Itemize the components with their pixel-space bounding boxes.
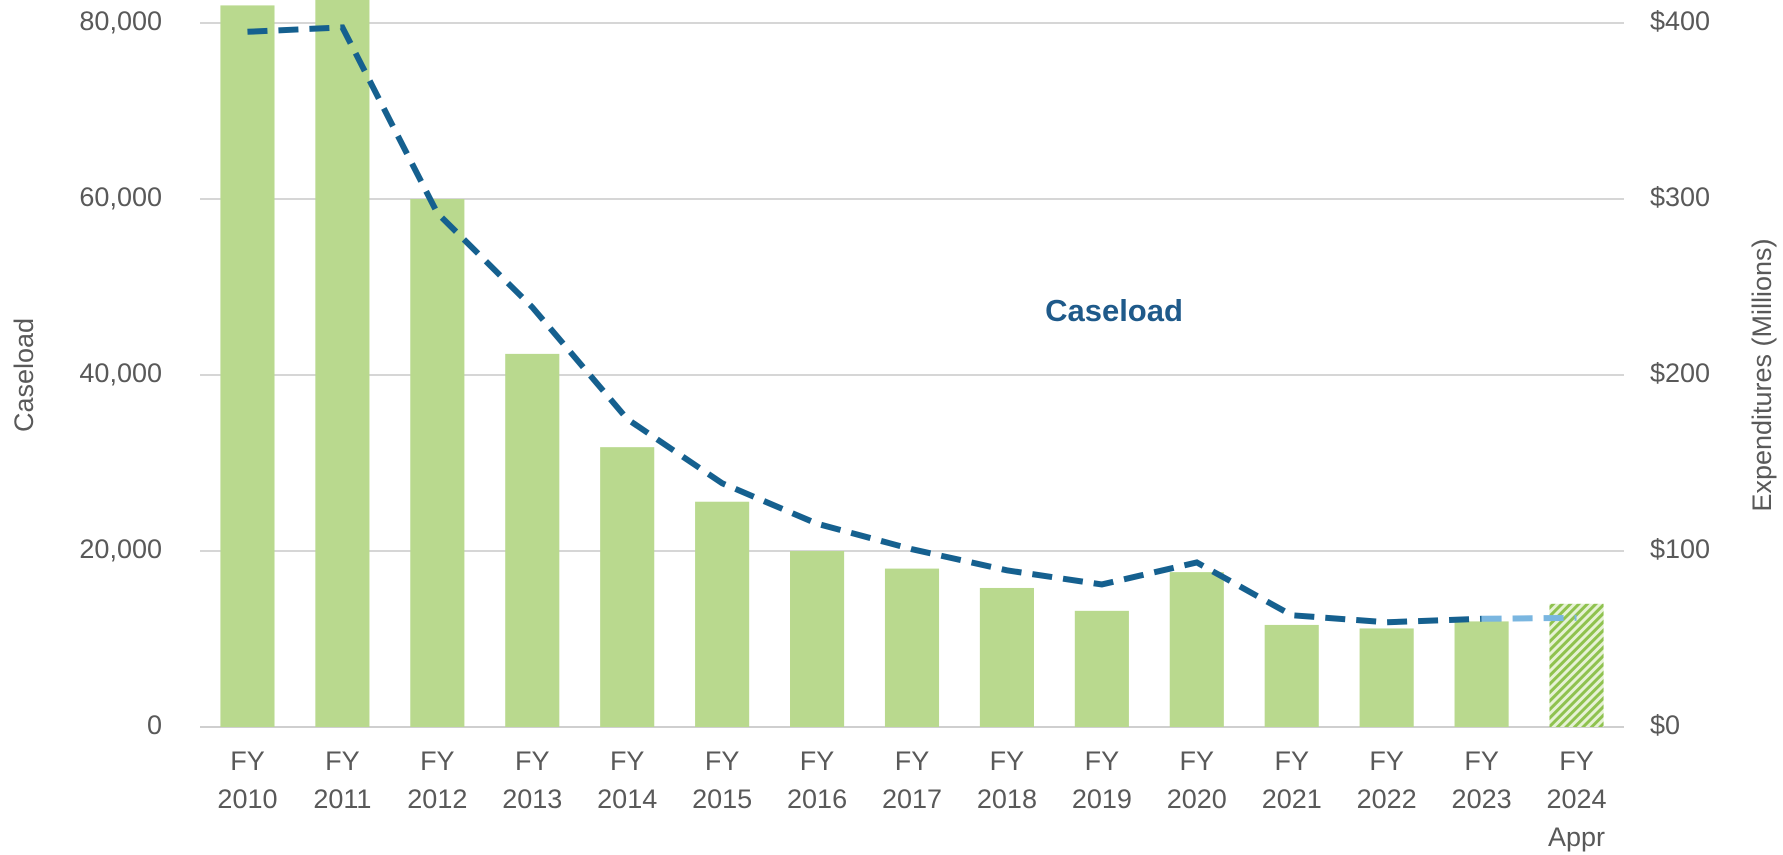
bar bbox=[1549, 603, 1604, 727]
x-tick-line: FY bbox=[800, 746, 835, 776]
x-tick-line: FY bbox=[610, 746, 645, 776]
x-tick-line: 2023 bbox=[1452, 784, 1512, 814]
x-tick-line: 2019 bbox=[1072, 784, 1132, 814]
x-tick-line: 2018 bbox=[977, 784, 1037, 814]
x-tick-line: 2014 bbox=[597, 784, 657, 814]
x-tick-label: FY 2016 bbox=[787, 746, 847, 814]
x-tick-line: 2011 bbox=[313, 784, 371, 814]
x-tick-line: 2013 bbox=[502, 784, 562, 814]
bar bbox=[1264, 624, 1319, 727]
x-tick-line: FY bbox=[1464, 746, 1499, 776]
x-tick-line: FY bbox=[515, 746, 550, 776]
bar bbox=[410, 199, 465, 727]
bar bbox=[600, 447, 655, 727]
x-tick-label: FY 2011 bbox=[313, 746, 371, 814]
x-tick-line: Appr bbox=[1548, 822, 1605, 852]
x-tick-line: 2021 bbox=[1262, 784, 1322, 814]
x-tick-label: FY 2010 bbox=[217, 746, 277, 814]
x-tick-label: FY 2019 bbox=[1072, 746, 1132, 814]
bar bbox=[315, 0, 370, 728]
x-tick-line: 2020 bbox=[1167, 784, 1227, 814]
x-tick-line: FY bbox=[1085, 746, 1120, 776]
x-tick-line: 2010 bbox=[217, 784, 277, 814]
x-tick-label: FY 2014 bbox=[597, 746, 657, 814]
bar bbox=[1454, 621, 1509, 727]
x-tick-line: 2016 bbox=[787, 784, 847, 814]
y2-axis-title: Expenditures (Millions) bbox=[1747, 238, 1777, 511]
x-tick-line: FY bbox=[990, 746, 1025, 776]
line bbox=[1481, 614, 1577, 622]
x-tick-line: FY bbox=[1559, 746, 1594, 776]
x-tick-line: FY bbox=[420, 746, 455, 776]
line bbox=[247, 24, 1482, 626]
x-tick-line: FY bbox=[230, 746, 265, 776]
x-tick-line: FY bbox=[1274, 746, 1309, 776]
y-tick-label: 60,000 bbox=[79, 182, 162, 212]
bar bbox=[695, 501, 750, 727]
x-tick-line: 2022 bbox=[1357, 784, 1417, 814]
x-tick-label: FY 2022 bbox=[1357, 746, 1417, 814]
x-tick-label: FY 2023 bbox=[1452, 746, 1512, 814]
x-tick-line: FY bbox=[1369, 746, 1404, 776]
x-tick-line: 2024 bbox=[1546, 784, 1606, 814]
y-axis-title: Caseload bbox=[9, 318, 39, 432]
y-tick-label: 20,000 bbox=[79, 534, 162, 564]
x-tick-label: FY 2015 bbox=[692, 746, 752, 814]
y2-tick-label: $400 bbox=[1650, 6, 1710, 36]
x-tick-label: FY 2012 bbox=[407, 746, 467, 814]
x-tick-line: 2012 bbox=[407, 784, 467, 814]
x-tick-label: FY 2020 bbox=[1167, 746, 1227, 814]
bar bbox=[1074, 610, 1129, 727]
y2-tick-label: $200 bbox=[1650, 358, 1710, 388]
x-tick-line: FY bbox=[895, 746, 930, 776]
x-tick-label: FY 2013 bbox=[502, 746, 562, 814]
bar bbox=[979, 587, 1034, 727]
bar bbox=[1169, 572, 1224, 727]
bar bbox=[884, 568, 940, 727]
x-tick-label: FY 2018 bbox=[977, 746, 1037, 814]
y-tick-label: 80,000 bbox=[79, 6, 162, 36]
x-tick-label: FY 2021 bbox=[1262, 746, 1322, 814]
bar bbox=[790, 551, 845, 727]
y-tick-label: 40,000 bbox=[79, 358, 162, 388]
bar bbox=[505, 353, 560, 727]
x-tick-line: FY bbox=[325, 746, 360, 776]
bar bbox=[220, 5, 275, 727]
x-tick-line: FY bbox=[705, 746, 740, 776]
x-tick-label: FY 2024 Appr bbox=[1546, 746, 1606, 852]
x-tick-line: 2015 bbox=[692, 784, 752, 814]
x-tick-line: FY bbox=[1180, 746, 1215, 776]
y2-tick-label: $100 bbox=[1650, 534, 1710, 564]
y-tick-label: 0 bbox=[147, 710, 162, 740]
annotation: Caseload bbox=[1045, 293, 1183, 328]
x-tick-line: 2017 bbox=[882, 784, 942, 814]
bar bbox=[1359, 628, 1414, 727]
y2-tick-label: $0 bbox=[1650, 710, 1680, 740]
x-tick-label: FY 2017 bbox=[882, 746, 942, 814]
y2-tick-label: $300 bbox=[1650, 182, 1710, 212]
